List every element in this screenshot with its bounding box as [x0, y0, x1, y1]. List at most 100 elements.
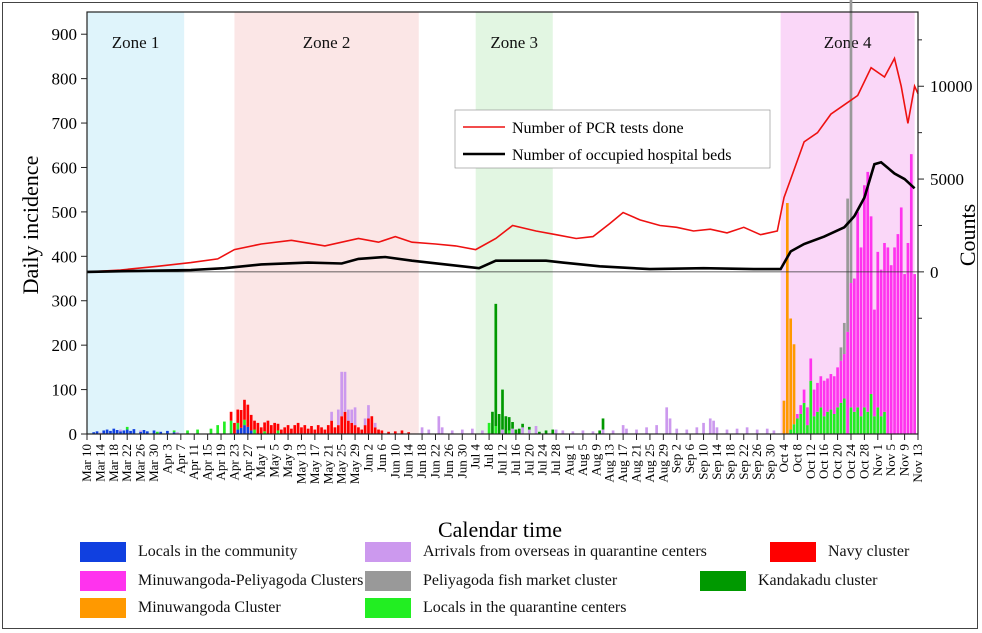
- bar: [343, 371, 347, 412]
- bar: [544, 430, 548, 434]
- bar: [521, 423, 524, 428]
- bar: [806, 407, 809, 426]
- bar: [236, 409, 240, 423]
- bar: [216, 425, 220, 434]
- x-tick-label: Nov 9: [897, 444, 912, 476]
- bar: [243, 419, 246, 426]
- bar: [879, 416, 883, 434]
- bar: [249, 414, 253, 431]
- bar: [521, 427, 524, 434]
- legend-label: Kandakadu cluster: [758, 572, 878, 589]
- bar: [115, 430, 119, 434]
- bar: [859, 416, 863, 434]
- bar: [440, 427, 444, 434]
- x-tick-label: Jul 20: [521, 444, 536, 475]
- x-tick-label: Oct 24: [843, 444, 858, 480]
- bar: [561, 430, 565, 434]
- x-tick-label: May 5: [267, 444, 282, 478]
- lines-layer: [86, 56, 919, 274]
- line-legend: Number of PCR tests done Number of occupi…: [454, 109, 771, 169]
- line-legend-label: Number of occupied hospital beds: [512, 147, 732, 164]
- bar: [367, 405, 370, 419]
- legend-item: Arrivals from overseas in quarantine cen…: [365, 541, 707, 563]
- bar: [685, 429, 689, 434]
- bar: [866, 411, 870, 434]
- legend-item: Peliyagoda fish market cluster: [365, 570, 617, 592]
- category-legend: Locals in the community Arrivals from ove…: [80, 541, 960, 623]
- bar: [501, 429, 504, 434]
- y-tick-label: 800: [52, 70, 78, 89]
- bar: [494, 426, 498, 434]
- bar: [102, 430, 106, 434]
- bar: [715, 427, 719, 434]
- bar: [511, 422, 514, 429]
- bar: [785, 203, 789, 434]
- bar: [849, 0, 853, 283]
- bar: [125, 429, 129, 434]
- x-tick-label: May 17: [307, 444, 322, 485]
- bar: [796, 414, 799, 419]
- bar: [665, 407, 669, 434]
- bar: [866, 171, 870, 412]
- bar: [819, 407, 823, 434]
- x-tick-label: May 1: [253, 444, 268, 478]
- bar: [196, 429, 199, 434]
- line-legend-label: Number of PCR tests done: [512, 120, 684, 137]
- bar: [460, 429, 464, 434]
- bar: [145, 431, 149, 434]
- x-tick-label: Aug 13: [602, 444, 617, 483]
- bar: [323, 429, 327, 434]
- bar: [869, 394, 873, 434]
- bar: [812, 416, 816, 434]
- y-tick-label: 700: [52, 114, 78, 133]
- bar: [246, 404, 250, 427]
- x-tick-label: May 13: [294, 444, 309, 484]
- x-tick-label: Nov 13: [910, 444, 925, 483]
- bar: [243, 399, 246, 420]
- bar: [273, 422, 276, 434]
- legend-label: Minuwangoda Cluster: [138, 599, 281, 616]
- bar: [347, 409, 350, 421]
- bar: [363, 425, 367, 434]
- bar: [336, 409, 340, 426]
- bar: [320, 427, 323, 434]
- bar: [655, 425, 658, 434]
- bar: [293, 425, 297, 434]
- bar: [859, 247, 863, 417]
- bar: [296, 422, 300, 434]
- bar: [809, 358, 813, 381]
- legend-swatch: [80, 542, 126, 562]
- bar: [886, 247, 890, 434]
- bar: [511, 428, 514, 434]
- legend-item: Minuwangoda Cluster: [80, 597, 281, 619]
- x-tick-label: Apr 19: [213, 444, 228, 480]
- bar: [112, 428, 116, 434]
- x-tick-label: Mar 26: [133, 444, 148, 482]
- x-tick-label: Jun 26: [441, 444, 456, 479]
- x-tick-label: Jul 12: [495, 444, 510, 475]
- legend-swatch: [80, 571, 126, 591]
- y-tick-label: 400: [52, 247, 78, 266]
- y2-tick-label: 10000: [930, 77, 973, 96]
- x-tick-label: Jun 10: [387, 444, 402, 478]
- x-tick-label: May 25: [334, 444, 349, 484]
- bar: [243, 425, 246, 434]
- bar: [842, 322, 846, 355]
- bar: [712, 420, 715, 434]
- bar: [340, 416, 344, 434]
- legend-label: Arrivals from overseas in quarantine cen…: [423, 543, 707, 560]
- bar: [340, 371, 344, 417]
- bar: [303, 425, 307, 434]
- bar: [357, 427, 360, 434]
- bar: [903, 274, 906, 434]
- x-tick-label: Aug 1: [562, 444, 577, 476]
- bar: [625, 428, 628, 434]
- bar: [263, 431, 266, 434]
- bar: [782, 400, 786, 434]
- bar: [387, 431, 390, 434]
- bar: [765, 428, 769, 434]
- bar: [350, 409, 354, 423]
- bar: [313, 429, 317, 434]
- bar: [276, 423, 280, 431]
